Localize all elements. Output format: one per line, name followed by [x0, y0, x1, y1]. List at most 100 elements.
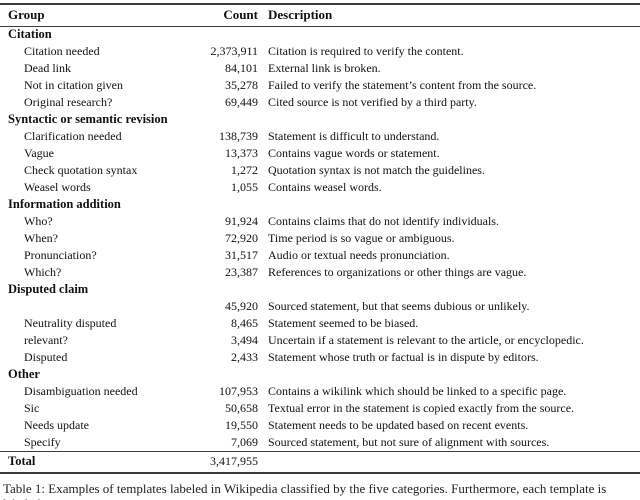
- table-row: Disputed 2,433 Statement whose truth or fa…: [0, 349, 640, 366]
- row-label: Needs update: [24, 418, 89, 432]
- row-description: Uncertain if a statement is relevant to …: [268, 333, 584, 347]
- row-description: Sourced statement, but not sure of align…: [268, 434, 550, 449]
- row-description: Statement whose truth or factual is in d…: [268, 350, 539, 364]
- group-name: Syntactic or semantic revision: [8, 112, 168, 126]
- row-count: 138,739: [219, 129, 258, 143]
- group-count-empty: [180, 281, 258, 298]
- row-description: Audio or textual needs pronunciation.: [268, 248, 450, 262]
- row-count: 2,433: [231, 350, 258, 364]
- table-row: Citation needed 2,373,911 Citation is requ…: [0, 43, 640, 60]
- group-count-empty: [180, 366, 258, 383]
- row-label: Neutrality disputed: [24, 316, 117, 330]
- row-label: Weasel words: [24, 180, 91, 194]
- row-count: 8,465: [231, 316, 258, 330]
- row-label: Check quotation syntax: [24, 163, 138, 177]
- row-count: 23,387: [225, 265, 258, 279]
- row-label: Clarification needed: [24, 129, 122, 143]
- row-label: Sic: [24, 401, 40, 415]
- group-name: Information addition: [8, 197, 121, 211]
- group-desc-empty: [258, 281, 640, 298]
- row-label: Pronunciation?: [24, 248, 97, 262]
- table-footer: Total 3,417,955: [0, 450, 640, 473]
- row-description: Cited source is not verified by a third …: [268, 95, 477, 109]
- group-name: Citation: [8, 27, 52, 42]
- row-description: Failed to verify the statement’s content…: [268, 78, 537, 92]
- group-count-empty: [180, 196, 258, 213]
- row-count: 19,550: [225, 418, 258, 432]
- row-label: When?: [24, 231, 58, 245]
- row-description: Quotation syntax is not match the guidel…: [268, 163, 485, 177]
- total-row: Total 3,417,955: [0, 450, 640, 473]
- group-desc-empty: [258, 366, 640, 383]
- row-label: relevant?: [24, 333, 68, 347]
- templates-table: Group Count Description Citation Citation…: [0, 3, 640, 474]
- row-description: Contains weasel words.: [268, 180, 382, 194]
- row-label: Specify: [24, 434, 61, 449]
- group-name: Other: [8, 367, 40, 381]
- column-header-description: Description: [258, 4, 640, 27]
- group-count-empty: [180, 26, 258, 43]
- group-row: Other: [0, 366, 640, 383]
- total-desc-empty: [258, 450, 640, 473]
- row-label: Which?: [24, 265, 62, 279]
- group-row: Citation: [0, 26, 640, 43]
- row-description: Contains vague words or statement.: [268, 146, 440, 160]
- table-row: Who? 91,924 Contains claims that do not id…: [0, 213, 640, 230]
- row-description: Time period is so vague or ambiguous.: [268, 231, 455, 245]
- table-row: Weasel words 1,055 Contains weasel words.: [0, 179, 640, 196]
- group-name: Disputed claim: [8, 282, 89, 296]
- total-label: Total: [0, 450, 180, 473]
- table-row: Specify 7,069 Sourced statement, but not s…: [0, 434, 640, 451]
- table-header: Group Count Description: [0, 4, 640, 27]
- row-description: Contains a wikilink which should be link…: [268, 384, 567, 398]
- row-count: 69,449: [225, 95, 258, 109]
- row-count: 2,373,911: [210, 44, 258, 58]
- row-count: 7,069: [231, 434, 258, 449]
- table-body: Citation Citation needed 2,373,911 Citation…: [0, 26, 640, 451]
- row-count: 1,272: [231, 163, 258, 177]
- group-row: Information addition: [0, 196, 640, 213]
- table-row: relevant? 3,494 Uncertain if a statement i…: [0, 332, 640, 349]
- table-row: Sic 50,658 Textual error in the statement …: [0, 400, 640, 417]
- row-description: Contains claims that do not identify ind…: [268, 214, 499, 228]
- row-count: 107,953: [219, 384, 258, 398]
- row-label: Vague: [24, 146, 54, 160]
- row-label: Original research?: [24, 95, 113, 109]
- row-description: Statement is difficult to understand.: [268, 129, 440, 143]
- column-header-group: Group: [0, 4, 180, 27]
- row-count: 35,278: [225, 78, 258, 92]
- row-count: 31,517: [225, 248, 258, 262]
- row-label: Disputed: [24, 350, 68, 364]
- table-row: Which? 23,387 References to organizations …: [0, 264, 640, 281]
- header-row: Group Count Description: [0, 4, 640, 27]
- row-description: Statement seemed to be biased.: [268, 316, 419, 330]
- group-count-empty: [180, 111, 258, 128]
- row-count: 45,920: [225, 299, 258, 313]
- total-count: 3,417,955: [180, 450, 258, 473]
- group-desc-empty: [258, 196, 640, 213]
- table-caption: Table 1: Examples of templates labeled i…: [3, 481, 607, 500]
- table-row: Pronunciation? 31,517 Audio or textual nee…: [0, 247, 640, 264]
- row-count: 3,494: [231, 333, 258, 347]
- row-description: Sourced statement, but that seems dubiou…: [268, 299, 530, 313]
- row-count: 50,658: [225, 401, 258, 415]
- row-label: Dead link: [24, 61, 71, 75]
- group-row: Disputed claim: [0, 281, 640, 298]
- row-description: Statement needs to be updated based on r…: [268, 418, 529, 432]
- table-row: Disambiguation needed 107,953 Contains a w…: [0, 383, 640, 400]
- row-description: References to organizations or other thi…: [268, 265, 527, 279]
- table-row: Dead link 84,101 External link is broken.: [0, 60, 640, 77]
- table-row: When? 72,920 Time period is so vague or am…: [0, 230, 640, 247]
- group-desc-empty: [258, 111, 640, 128]
- table-row: Neutrality disputed 8,465 Statement seemed…: [0, 315, 640, 332]
- row-label: Disambiguation needed: [24, 384, 138, 398]
- table-row: Needs update 19,550 Statement needs to be …: [0, 417, 640, 434]
- row-count: 13,373: [225, 146, 258, 160]
- row-description: External link is broken.: [268, 61, 381, 75]
- row-count: 1,055: [231, 180, 258, 194]
- row-label: Who?: [24, 214, 53, 228]
- row-count: 72,920: [225, 231, 258, 245]
- row-label: Not in citation given: [24, 78, 123, 92]
- table-row: Clarification needed 138,739 Statement is …: [0, 128, 640, 145]
